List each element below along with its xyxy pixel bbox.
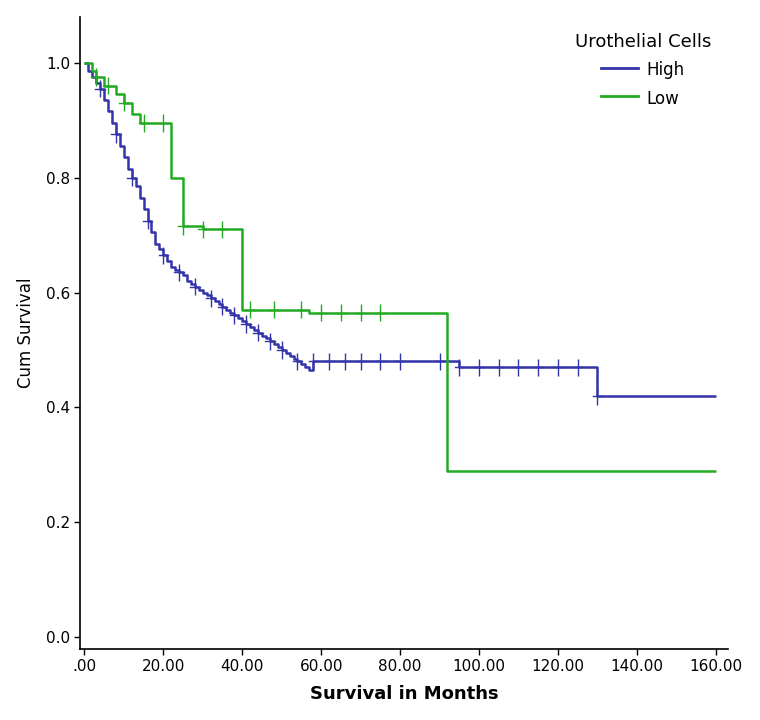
Legend: High, Low: High, Low bbox=[566, 25, 719, 117]
X-axis label: Survival in Months: Survival in Months bbox=[309, 685, 499, 703]
Y-axis label: Cum Survival: Cum Survival bbox=[17, 277, 35, 388]
